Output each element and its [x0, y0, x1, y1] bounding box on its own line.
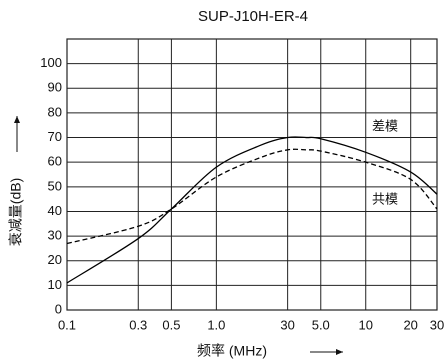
x-axis-label: 频率 (MHz) — [197, 343, 267, 359]
series-label: 差模 — [372, 118, 398, 133]
y-tick-label: 40 — [48, 203, 62, 218]
x-tick-label: 0.1 — [58, 317, 76, 332]
series-line — [66, 148, 438, 245]
y-tick-label: 90 — [48, 80, 62, 95]
y-tick-label: 50 — [48, 178, 62, 193]
y-tick-label: 100 — [40, 55, 62, 70]
y-arrow — [14, 116, 20, 152]
x-tick-label: 30 — [430, 317, 444, 332]
plot-frame — [66, 38, 438, 311]
chart-title: SUP-J10H-ER-4 — [198, 8, 308, 25]
series-line — [66, 136, 438, 284]
y-tick-label: 10 — [48, 277, 62, 292]
x-tick-label: 0.5 — [162, 317, 180, 332]
y-tick-label: 80 — [48, 104, 62, 119]
y-tick-label: 0 — [55, 301, 62, 316]
x-tick-label: 20 — [403, 317, 417, 332]
y-tick-label: 60 — [48, 154, 62, 169]
y-tick-label: 30 — [48, 228, 62, 243]
x-tick-label: 5.0 — [312, 317, 330, 332]
y-axis-label: 衰减量(dB) — [8, 178, 24, 246]
x-tick-label: 10 — [358, 317, 372, 332]
x-tick-label: 1.0 — [207, 317, 225, 332]
x-tick-label: 0.3 — [129, 317, 147, 332]
y-tick-label: 70 — [48, 129, 62, 144]
series-label: 共模 — [372, 191, 398, 206]
x-tick-label: 30 — [280, 317, 294, 332]
y-tick-label: 20 — [48, 252, 62, 267]
x-arrow — [310, 349, 343, 355]
